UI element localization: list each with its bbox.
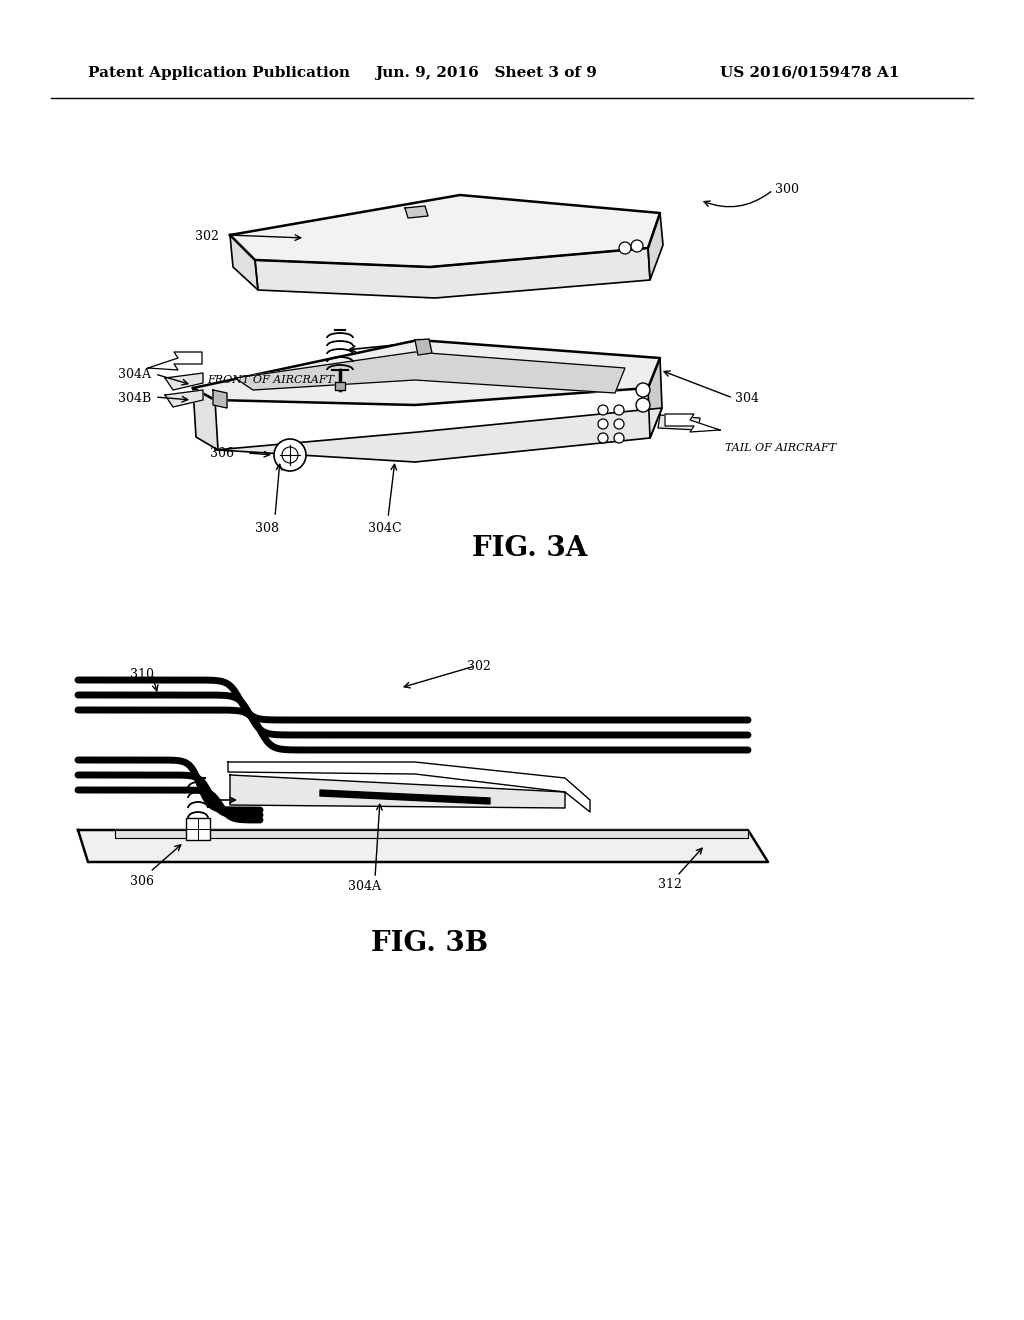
Text: FIG. 3A: FIG. 3A [472, 535, 588, 562]
Polygon shape [78, 830, 768, 862]
Polygon shape [648, 358, 662, 438]
Polygon shape [406, 206, 428, 218]
Text: US 2016/0159478 A1: US 2016/0159478 A1 [720, 66, 899, 81]
Text: 300: 300 [775, 183, 799, 195]
Text: TAIL OF AIRCRAFT: TAIL OF AIRCRAFT [725, 444, 837, 453]
Polygon shape [319, 789, 490, 804]
Polygon shape [230, 195, 660, 267]
Polygon shape [213, 389, 227, 408]
Circle shape [598, 418, 608, 429]
Circle shape [598, 433, 608, 444]
FancyBboxPatch shape [186, 818, 210, 840]
Circle shape [598, 405, 608, 414]
Polygon shape [665, 414, 720, 432]
Circle shape [636, 383, 650, 397]
Polygon shape [165, 374, 203, 389]
Polygon shape [148, 352, 202, 370]
Text: 304A: 304A [118, 368, 151, 381]
Circle shape [614, 405, 624, 414]
Circle shape [631, 240, 643, 252]
Polygon shape [228, 762, 590, 812]
Polygon shape [230, 235, 258, 290]
Polygon shape [215, 408, 662, 462]
Text: 312: 312 [658, 878, 682, 891]
Text: 308: 308 [255, 521, 279, 535]
Circle shape [636, 399, 650, 412]
Polygon shape [115, 830, 748, 838]
Text: 304: 304 [735, 392, 759, 405]
Text: Patent Application Publication: Patent Application Publication [88, 66, 350, 81]
Polygon shape [255, 248, 650, 298]
Circle shape [274, 440, 306, 471]
Circle shape [618, 242, 631, 253]
Polygon shape [648, 213, 663, 280]
Text: Jun. 9, 2016   Sheet 3 of 9: Jun. 9, 2016 Sheet 3 of 9 [375, 66, 597, 81]
Text: 306: 306 [210, 447, 234, 459]
Polygon shape [165, 389, 203, 407]
Text: 304B: 304B [118, 392, 152, 405]
Polygon shape [230, 775, 565, 808]
Text: FIG. 3B: FIG. 3B [372, 931, 488, 957]
Circle shape [614, 433, 624, 444]
Text: 304A: 304A [348, 880, 381, 894]
Polygon shape [335, 381, 345, 389]
Polygon shape [193, 388, 218, 450]
Text: FRONT OF AIRCRAFT: FRONT OF AIRCRAFT [207, 375, 334, 385]
Polygon shape [415, 339, 432, 355]
Text: 304C: 304C [368, 521, 401, 535]
Polygon shape [193, 341, 660, 405]
Circle shape [614, 418, 624, 429]
Circle shape [282, 447, 298, 463]
Text: 302: 302 [467, 660, 490, 673]
Polygon shape [658, 414, 700, 430]
Text: 310: 310 [130, 668, 154, 681]
Text: 302: 302 [195, 230, 219, 243]
Polygon shape [234, 352, 625, 393]
Text: 306: 306 [130, 875, 154, 888]
